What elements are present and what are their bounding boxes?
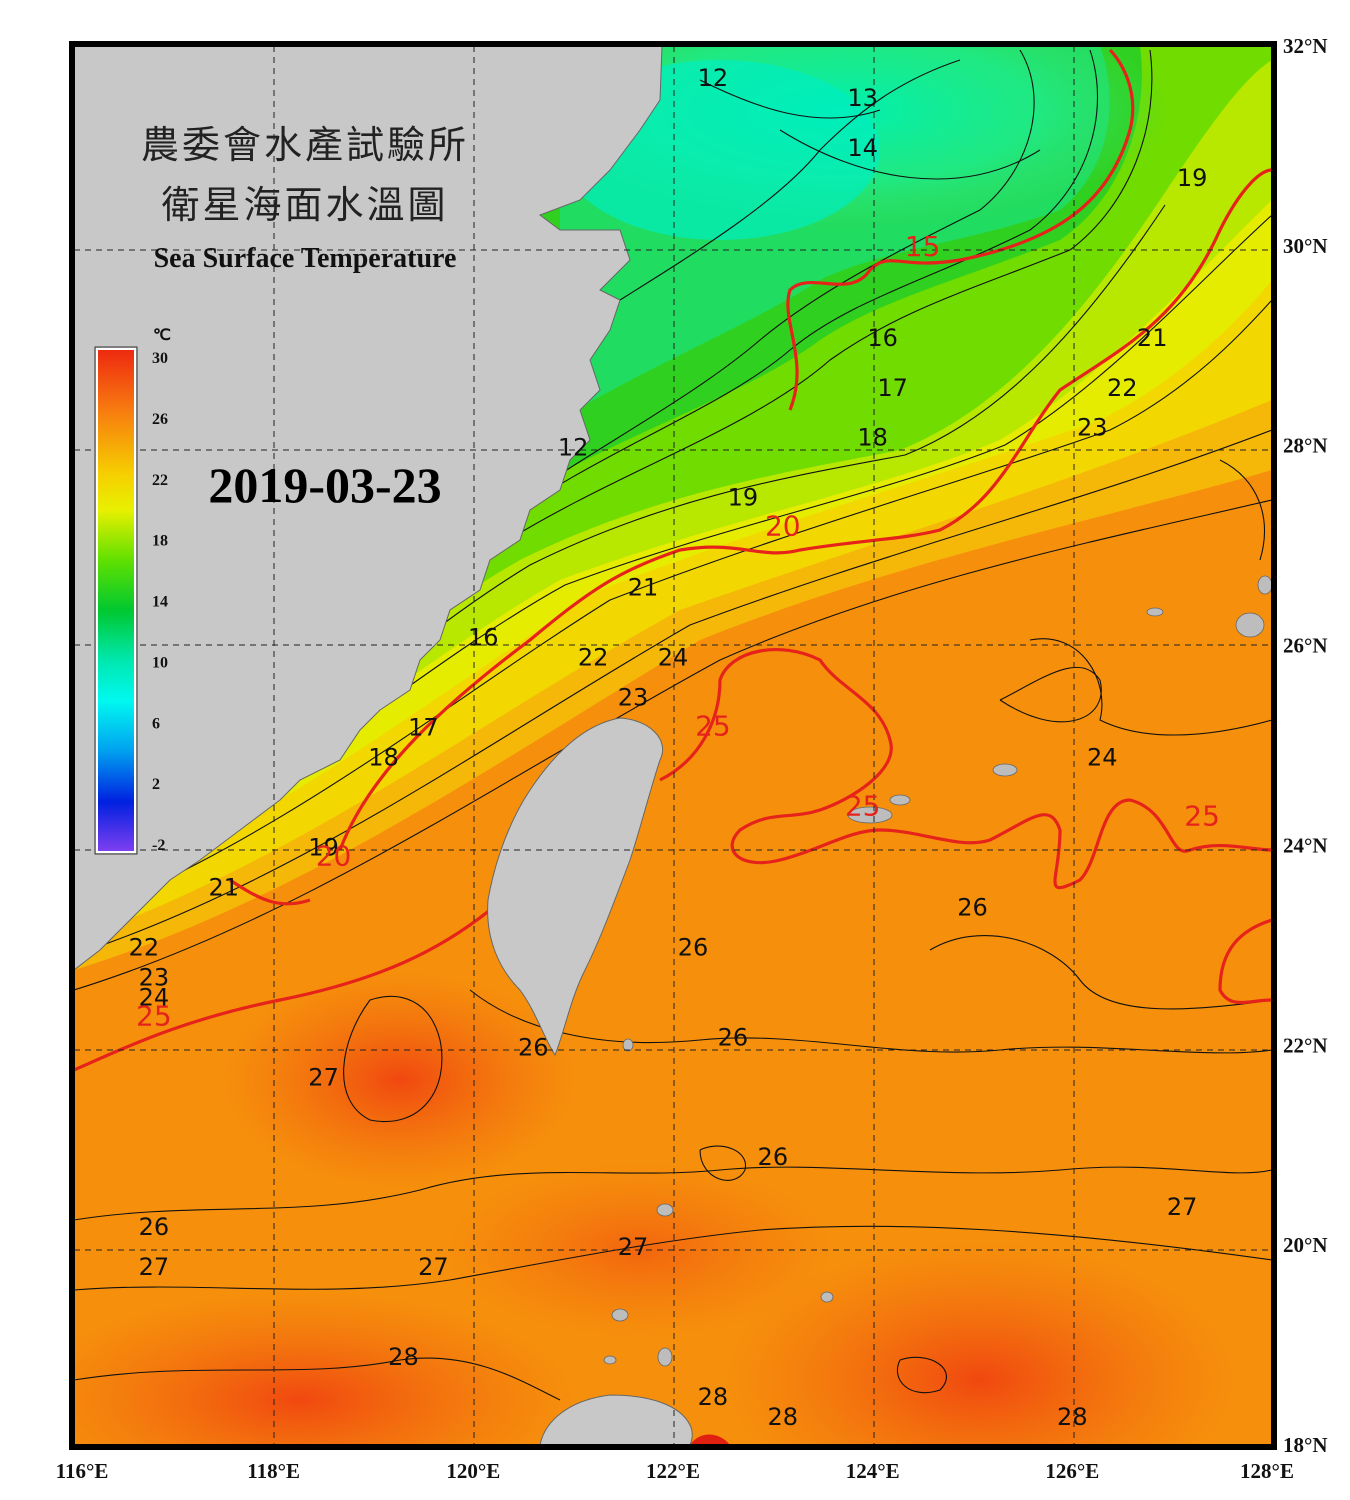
taiwan [487, 717, 663, 1057]
lat-label: 26°N [1283, 634, 1328, 658]
contour-label-highlight: 25 [136, 999, 172, 1032]
contour-label: 23 [618, 684, 649, 712]
title-line2: 衛星海面水溫圖 [161, 183, 448, 227]
title-line1: 農委會水產試驗所 [141, 123, 469, 167]
islands [603, 575, 1272, 1367]
contour-label: 19 [308, 833, 339, 861]
warm-patch-3 [74, 1290, 580, 1445]
contour-label-highlight: 25 [845, 789, 881, 822]
contour-label: 27 [139, 1253, 170, 1281]
contour-label-highlight: 20 [316, 839, 352, 872]
contour-label-highlight: 25 [1184, 799, 1220, 832]
contour-label: 23 [139, 963, 170, 991]
lat-label: 32°N [1283, 34, 1328, 58]
latitude-labels: 32°N 30°N 28°N 26°N 24°N 22°N 20°N 18°N [1283, 34, 1328, 1457]
contour-label: 27 [1167, 1193, 1198, 1221]
lat-label: 28°N [1283, 434, 1328, 458]
lat-label: 18°N [1283, 1433, 1328, 1457]
colorbar-tick: -2 [152, 837, 165, 854]
colorbar-ramp [96, 348, 136, 853]
lat-label: 20°N [1283, 1233, 1328, 1257]
lon-label: 126°E [1045, 1459, 1099, 1483]
title-english: Sea Surface Temperature [154, 243, 457, 274]
colorbar-tick: 30 [152, 350, 168, 367]
contour-label: 26 [758, 1143, 789, 1171]
contour-label: 26 [678, 933, 709, 961]
contour-label: 18 [368, 743, 399, 771]
contour-label-highlight: 15 [905, 230, 941, 263]
mainland-china [74, 46, 663, 971]
contour-label: 28 [768, 1403, 799, 1431]
contour-label: 17 [408, 714, 439, 742]
map-frame [69, 41, 1277, 1450]
lon-label: 122°E [646, 1459, 700, 1483]
warm-patch-1 [220, 970, 580, 1190]
colorbar: ℃ 30 26 22 18 14 10 6 2 -2 [94, 327, 171, 855]
lat-label: 22°N [1283, 1033, 1328, 1057]
contour-label: 26 [718, 1023, 749, 1051]
contour-label: 28 [698, 1383, 729, 1411]
contour-label: 24 [1087, 743, 1118, 771]
lon-label: 124°E [846, 1459, 900, 1483]
contour-label: 16 [468, 624, 499, 652]
contour-label-highlight: 20 [765, 510, 801, 543]
contour-label: 23 [1077, 414, 1108, 442]
contour-label: 28 [388, 1343, 419, 1371]
contour-label: 26 [957, 893, 988, 921]
contour-label: 28 [1057, 1403, 1088, 1431]
contour-label: 19 [1177, 164, 1208, 192]
colorbar-tick: 26 [152, 411, 168, 428]
lon-label: 118°E [247, 1459, 300, 1483]
contour-label: 22 [129, 933, 160, 961]
contour-label: 27 [618, 1233, 649, 1261]
contour-label: 14 [847, 134, 878, 162]
contour-label: 12 [698, 64, 729, 92]
contour-label: 16 [867, 324, 898, 352]
contour-label: 22 [1107, 374, 1138, 402]
luzon [539, 1394, 693, 1445]
warm-patch-2 [720, 1240, 1240, 1445]
colorbar-unit: ℃ [153, 327, 171, 344]
contour-label: 26 [139, 1213, 170, 1241]
warm-corner [690, 1434, 730, 1445]
contour-label: 27 [418, 1253, 449, 1281]
colorbar-tick: 6 [152, 715, 160, 732]
lon-label: 128°E [1240, 1459, 1294, 1483]
colorbar-tick: 2 [152, 776, 160, 793]
lat-label: 24°N [1283, 833, 1328, 857]
longitude-labels: 116°E 118°E 120°E 122°E 124°E 126°E 128°E [56, 1459, 1294, 1483]
isotherms-red [74, 48, 1272, 1072]
contour-label: 19 [728, 484, 759, 512]
colorbar-tick: 18 [152, 533, 168, 550]
lon-label: 120°E [446, 1459, 500, 1483]
date-label: 2019-03-23 [208, 457, 441, 513]
contour-label: 26 [518, 1033, 549, 1061]
contour-label: 18 [857, 424, 888, 452]
contour-label: 24 [139, 983, 170, 1011]
contour-label: 27 [308, 1063, 339, 1091]
graticule [74, 46, 1272, 1445]
colorbar-tick: 10 [152, 654, 168, 671]
contour-label: 21 [628, 574, 659, 602]
contour-label: 21 [208, 873, 239, 901]
colorbar-tick: 14 [152, 594, 168, 611]
lon-label: 116°E [56, 1459, 109, 1483]
colorbar-tick: 22 [152, 472, 168, 489]
contour-label: 22 [578, 644, 609, 672]
contour-label: 13 [847, 84, 878, 112]
contour-label: 24 [658, 644, 689, 672]
lat-label: 30°N [1283, 234, 1328, 258]
contour-label: 17 [877, 374, 908, 402]
contour-label: 12 [558, 434, 589, 462]
map-area [74, 46, 1272, 1445]
contour-label: 21 [1137, 324, 1168, 352]
contour-label-highlight: 25 [695, 710, 731, 743]
